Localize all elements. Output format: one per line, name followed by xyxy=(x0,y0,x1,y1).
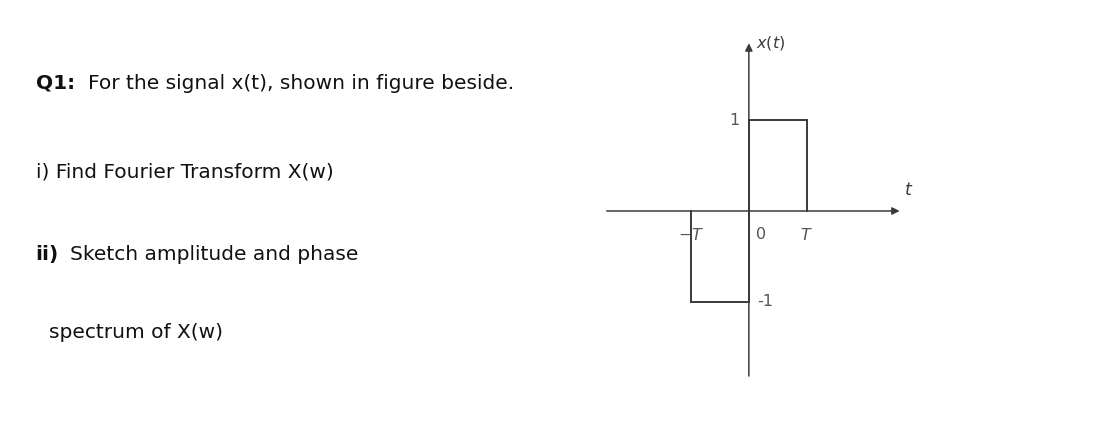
Text: spectrum of X(w): spectrum of X(w) xyxy=(49,323,222,342)
Text: 0: 0 xyxy=(757,227,767,242)
Text: For the signal x(t), shown in figure beside.: For the signal x(t), shown in figure bes… xyxy=(87,74,513,93)
Text: i) Find Fourier Transform X(w): i) Find Fourier Transform X(w) xyxy=(36,162,333,181)
Text: $T$: $T$ xyxy=(800,227,813,243)
Text: $t$: $t$ xyxy=(903,181,913,199)
Text: Sketch amplitude and phase: Sketch amplitude and phase xyxy=(70,245,359,264)
Text: $x(t)$: $x(t)$ xyxy=(757,34,786,52)
Text: ii): ii) xyxy=(36,245,59,264)
Text: -1: -1 xyxy=(757,294,773,309)
Text: Q1:: Q1: xyxy=(36,74,75,93)
Text: 1: 1 xyxy=(729,113,740,128)
Text: $-T$: $-T$ xyxy=(678,227,704,243)
